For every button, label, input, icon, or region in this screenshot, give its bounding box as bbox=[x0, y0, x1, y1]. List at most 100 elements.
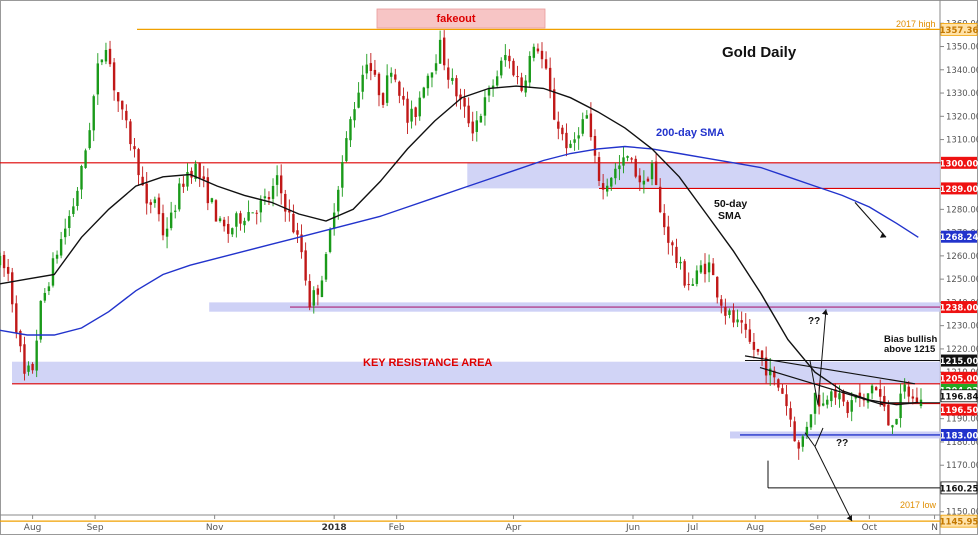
triangle-lower-line bbox=[759, 366, 884, 406]
resistance-zone-1289-1300 bbox=[467, 162, 940, 189]
candle-body bbox=[487, 87, 491, 96]
candle-body bbox=[793, 421, 796, 442]
candle-body bbox=[390, 72, 393, 77]
candle-body bbox=[332, 212, 336, 229]
candle-body bbox=[410, 108, 413, 122]
y-tick-label: 1320.00 bbox=[946, 112, 978, 122]
candle-body bbox=[597, 157, 601, 181]
annotation-text-layer: fakeout Gold Daily 2017 high 2017 low 200-da… bbox=[363, 13, 938, 510]
candle-body bbox=[683, 261, 686, 286]
candle-body bbox=[116, 92, 120, 102]
candle-body bbox=[732, 310, 735, 323]
candle-body bbox=[96, 63, 100, 95]
candle-body bbox=[879, 389, 882, 397]
candle-body bbox=[773, 370, 776, 378]
candle-body bbox=[271, 185, 275, 199]
candle-body bbox=[663, 213, 666, 228]
price-label-1196.50: 1196.50 bbox=[940, 406, 978, 416]
candle-body bbox=[153, 199, 157, 204]
candle-body bbox=[312, 290, 315, 306]
candle-body bbox=[544, 59, 548, 69]
candle-body bbox=[846, 401, 849, 414]
price-label-1289.00: 1289.00 bbox=[940, 185, 978, 195]
candle-body bbox=[724, 306, 727, 316]
candle-body bbox=[108, 48, 112, 65]
candle-body bbox=[141, 176, 144, 186]
downtrend-arrow-line bbox=[854, 202, 887, 238]
candle-body bbox=[121, 100, 124, 110]
candle-body bbox=[866, 393, 870, 403]
candle-body bbox=[434, 63, 438, 71]
candle-body bbox=[883, 395, 886, 407]
candle-body bbox=[218, 218, 222, 222]
candle-body bbox=[838, 393, 841, 400]
candle-body bbox=[23, 344, 26, 374]
candle-body bbox=[451, 77, 454, 81]
candle-body bbox=[11, 272, 14, 305]
price-label-1205.00: 1205.00 bbox=[940, 374, 978, 384]
fakeout-zone bbox=[376, 8, 546, 29]
candle-body bbox=[573, 139, 576, 143]
candle-body bbox=[357, 92, 360, 108]
candle-body bbox=[284, 193, 287, 212]
price-label-1196.84: 1196.84 bbox=[940, 392, 978, 402]
candle-body bbox=[589, 113, 593, 138]
candle-body bbox=[769, 368, 772, 376]
candle-body bbox=[31, 363, 34, 371]
price-label-1238.00: 1238.00 bbox=[940, 304, 978, 314]
key-resistance-label: KEY RESISTANCE AREA bbox=[363, 357, 492, 369]
candle-body bbox=[540, 50, 544, 60]
sma-50-label-line1: 50-day bbox=[714, 198, 747, 210]
candle-body bbox=[789, 408, 792, 420]
y-tick-label: 1350.00 bbox=[946, 43, 978, 53]
candle-body bbox=[467, 105, 470, 124]
candle-body bbox=[174, 210, 177, 212]
candle-body bbox=[149, 202, 152, 205]
price-label-1300.00: 1300.00 bbox=[940, 159, 978, 169]
candle-body bbox=[711, 263, 715, 276]
candle-body bbox=[275, 175, 279, 185]
candle-body bbox=[426, 75, 430, 89]
low-2017-label: 2017 low bbox=[900, 500, 937, 510]
candle-body bbox=[826, 399, 829, 405]
candle-body bbox=[247, 211, 250, 221]
candle-body bbox=[76, 190, 79, 206]
candle-body bbox=[654, 161, 658, 186]
bear-arrow-down bbox=[814, 446, 853, 522]
candle-body bbox=[84, 150, 87, 168]
candle-body bbox=[161, 213, 165, 236]
candle-body bbox=[895, 418, 898, 425]
candle-body bbox=[752, 341, 756, 350]
candle-body bbox=[536, 48, 540, 52]
candle-body bbox=[129, 121, 132, 145]
candle-body bbox=[259, 200, 263, 213]
candle-body bbox=[373, 69, 377, 75]
candle-body bbox=[797, 442, 800, 449]
candle-body bbox=[165, 228, 169, 237]
candle-body bbox=[190, 170, 193, 178]
price-label-bg-1205.00 bbox=[941, 371, 977, 384]
candle-body bbox=[112, 62, 116, 91]
candle-body bbox=[561, 127, 564, 135]
candle-body bbox=[182, 183, 185, 187]
candle-body bbox=[605, 185, 609, 192]
bias-label-line2: above 1215 bbox=[884, 344, 936, 355]
candle-body bbox=[610, 177, 613, 187]
candle-body bbox=[239, 213, 242, 224]
price-label-bg-1145.95 bbox=[940, 514, 978, 528]
bear-arrow-left bbox=[804, 432, 816, 447]
candle-body bbox=[650, 163, 654, 180]
candle-body bbox=[292, 213, 295, 233]
candle-body bbox=[907, 386, 910, 397]
candle-body bbox=[781, 388, 784, 394]
key-resistance-zone bbox=[12, 361, 940, 384]
sma-200-label: 200-day SMA bbox=[656, 127, 725, 139]
candle-body bbox=[569, 143, 572, 148]
candle-body bbox=[304, 250, 307, 281]
candle-body bbox=[577, 135, 580, 139]
price-label-1357.36: 1357.36 bbox=[940, 26, 978, 36]
candle-body bbox=[593, 135, 597, 156]
candle-body bbox=[622, 157, 625, 166]
price-label-bg-1238.00 bbox=[941, 301, 977, 314]
candle-body bbox=[59, 239, 63, 256]
